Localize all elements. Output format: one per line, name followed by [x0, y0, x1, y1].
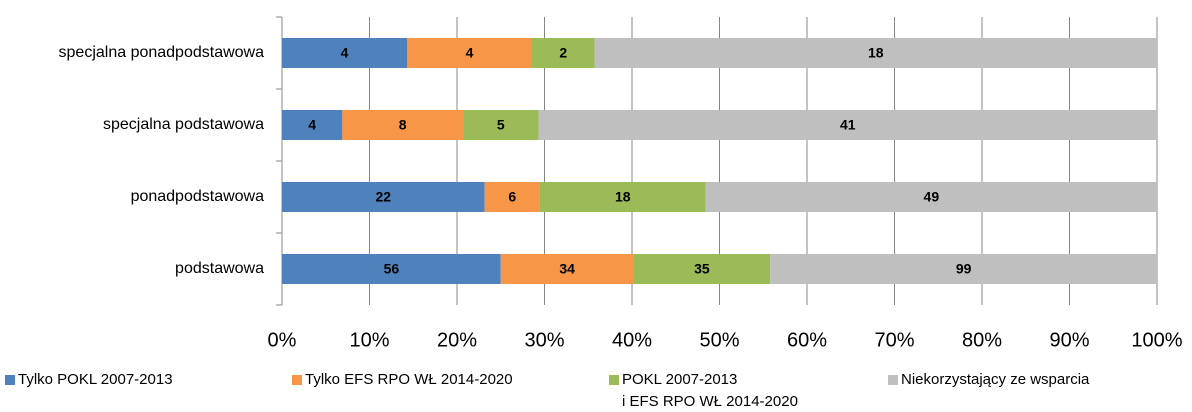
legend-label: Tylko EFS RPO WŁ 2014-2020: [305, 371, 513, 388]
x-tick-label: 0%: [268, 329, 297, 351]
x-tick-label: 10%: [349, 329, 389, 351]
bar: [633, 254, 771, 284]
legend-swatch: [888, 375, 898, 385]
legend-item: POKL 2007-2013 i EFS RPO WŁ 2014-2020: [609, 369, 798, 412]
bar: [342, 110, 464, 140]
y-tick-label: podstawowa: [175, 260, 264, 277]
bar: [282, 182, 485, 212]
legend-swatch: [5, 375, 15, 385]
legend-swatch: [292, 375, 302, 385]
y-tick-label: specjalna ponadpodstawowa: [59, 44, 265, 61]
bar: [594, 38, 1157, 68]
data-label: 34: [559, 261, 575, 277]
bar: [282, 38, 407, 68]
data-label: 49: [924, 189, 940, 205]
bar: [500, 254, 634, 284]
data-label: 18: [868, 45, 884, 61]
data-label: 2: [559, 45, 567, 61]
data-label: 4: [308, 117, 316, 133]
data-label: 4: [341, 45, 349, 61]
legend-label: Niekorzystający ze wsparcia: [901, 371, 1090, 388]
legend-label: Tylko POKL 2007-2013: [18, 371, 173, 388]
data-label: 4: [466, 45, 474, 61]
data-label: 6: [508, 189, 516, 205]
bar: [538, 110, 1157, 140]
data-label: 8: [399, 117, 407, 133]
bar: [539, 182, 706, 212]
x-tick-label: 20%: [437, 329, 477, 351]
data-label: 41: [840, 117, 856, 133]
x-tick-label: 80%: [962, 329, 1002, 351]
x-tick-label: 40%: [612, 329, 652, 351]
data-label: 56: [384, 261, 400, 277]
data-label: 18: [615, 189, 631, 205]
bar: [770, 254, 1157, 284]
x-tick-label: 50%: [699, 329, 739, 351]
y-tick-label: ponadpodstawowa: [131, 188, 265, 205]
legend-item: Tylko POKL 2007-2013: [5, 369, 173, 391]
x-tick-label: 60%: [787, 329, 827, 351]
bar: [282, 254, 501, 284]
legend-label: POKL 2007-2013 i EFS RPO WŁ 2014-2020: [622, 371, 798, 410]
plot: 0% 10% 20% 30% 40% 50% 60% 70% 80% 90% 100% specjal…: [59, 16, 1183, 351]
data-label: 5: [497, 117, 505, 133]
y-tick-label: specjalna podstawowa: [103, 116, 264, 133]
data-label: 35: [694, 261, 710, 277]
bar: [484, 182, 540, 212]
bar: [463, 110, 539, 140]
data-label: 22: [376, 189, 392, 205]
x-tick-label: 70%: [874, 329, 914, 351]
bar: [407, 38, 532, 68]
legend-swatch: [609, 375, 619, 385]
bar: [532, 38, 595, 68]
bar: [282, 110, 343, 140]
legend-item: Niekorzystający ze wsparcia: [888, 369, 1089, 391]
data-label: 99: [956, 261, 972, 277]
x-tick-label: 90%: [1049, 329, 1089, 351]
x-tick-label: 100%: [1131, 329, 1182, 351]
bar: [705, 182, 1157, 212]
x-tick-label: 30%: [524, 329, 564, 351]
legend-item: Tylko EFS RPO WŁ 2014-2020: [292, 369, 513, 391]
